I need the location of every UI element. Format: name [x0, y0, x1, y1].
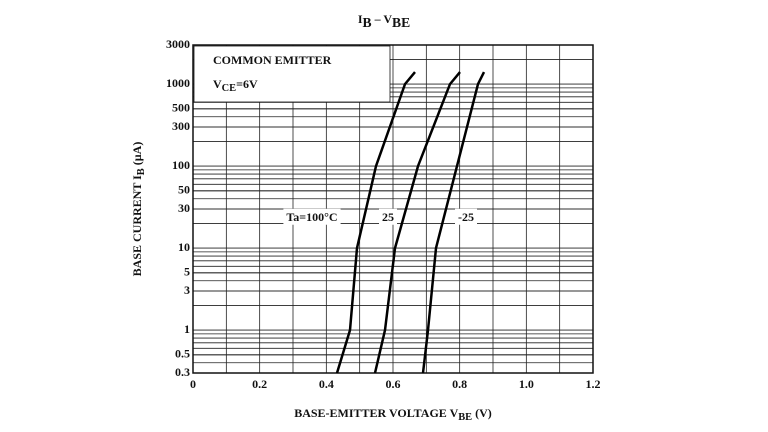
y-tick-label: 50	[178, 183, 190, 197]
y-tick-label: 1000	[166, 76, 190, 90]
annotation-part: COMMON EMITTER	[213, 53, 332, 67]
annotation: COMMON EMITTER	[213, 53, 332, 67]
y-tick-label: 300	[172, 119, 190, 133]
y-tick-label: 3000	[166, 37, 190, 51]
annotation: VCE=6V	[213, 77, 258, 95]
y-tick-label: 500	[172, 101, 190, 115]
y-tick-label: 3	[184, 283, 190, 297]
x-tick-label: 0.6	[386, 377, 401, 391]
y-tick-label: 10	[178, 240, 190, 254]
y-tick-label: 100	[172, 158, 190, 172]
y-axis-label: BASE CURRENT IB (µA)	[130, 142, 148, 277]
series-label: -25	[458, 210, 474, 224]
series-label-bg	[379, 208, 397, 225]
series-label-bg	[283, 208, 341, 225]
annotation-part: V	[213, 77, 222, 91]
curve	[335, 71, 416, 374]
plot-frame	[192, 44, 594, 374]
y-axis-label-part: BASE CURRENT I	[130, 175, 144, 276]
series-label: Ta=100°C	[286, 210, 337, 224]
annotation-part: CE	[222, 83, 237, 94]
y-tick-label: 0.3	[175, 365, 190, 379]
y-axis-label-part: B	[136, 168, 147, 175]
x-tick-label: 1.0	[519, 377, 534, 391]
chart-title-part: B	[363, 15, 372, 30]
x-tick-label: 0.4	[319, 377, 334, 391]
annotation-part: =6V	[236, 77, 258, 91]
x-tick-label: 0.8	[452, 377, 467, 391]
chart-title-part: – V	[372, 12, 393, 26]
chart-title: IB – VBE	[358, 12, 410, 30]
x-tick-label: 0.2	[252, 377, 267, 391]
x-axis-label-part: BE	[458, 412, 472, 423]
y-tick-label: 0.5	[175, 347, 190, 361]
curve	[421, 71, 486, 374]
chart-title-part: I	[358, 12, 363, 26]
x-axis-label: BASE-EMITTER VOLTAGE VBE (V)	[294, 406, 492, 424]
x-tick-label: 1.2	[586, 377, 601, 391]
curve	[373, 71, 461, 374]
y-tick-label: 30	[178, 201, 190, 215]
series-label: 25	[382, 210, 394, 224]
x-tick-label: 0	[190, 377, 196, 391]
series-label-bg	[455, 208, 477, 225]
annotation-box	[193, 45, 391, 103]
y-axis-label-part: (µA)	[130, 142, 144, 169]
y-tick-label: 5	[184, 265, 190, 279]
chart-title-part: BE	[392, 15, 410, 30]
x-axis-label-part: BASE-EMITTER VOLTAGE V	[294, 406, 458, 420]
x-axis-label-part: (V)	[472, 406, 492, 420]
y-tick-label: 1	[184, 322, 190, 336]
